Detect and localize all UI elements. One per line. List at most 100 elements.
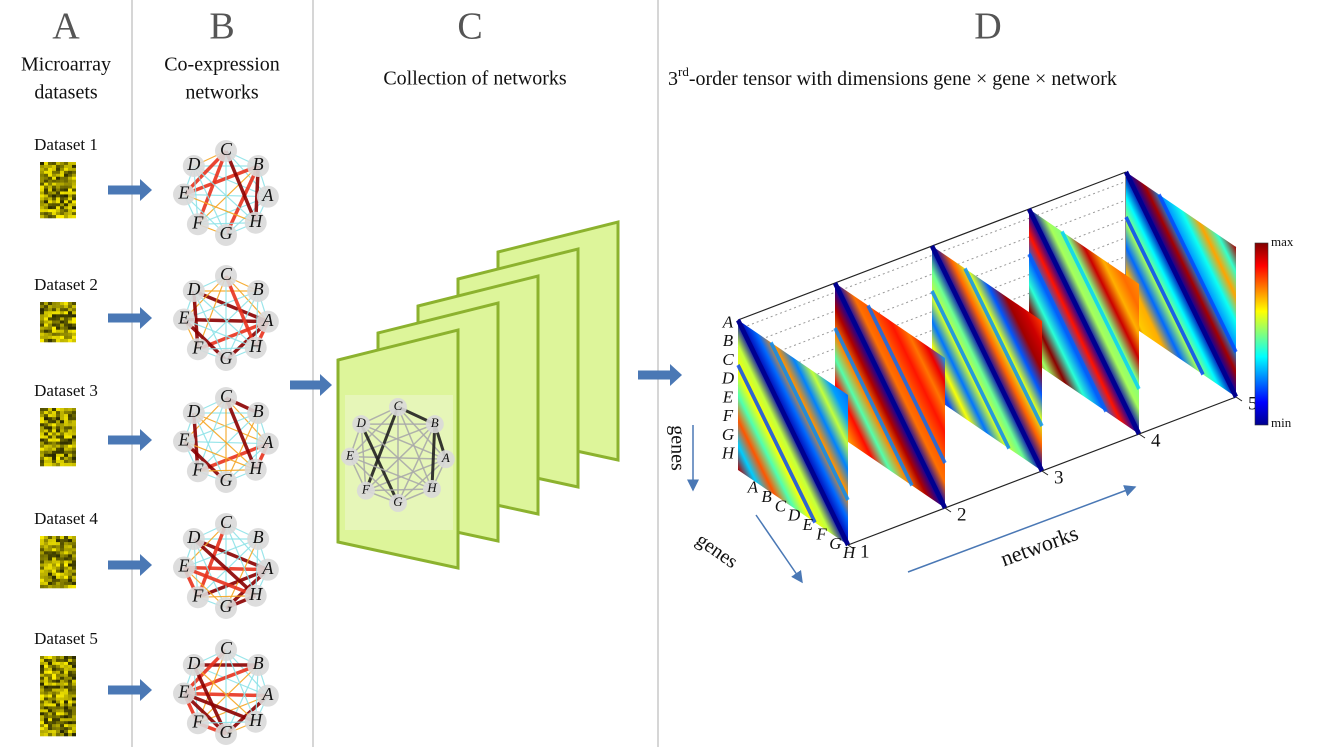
colorbar: [1255, 243, 1268, 425]
heatmap-cell: [72, 730, 76, 733]
heatmap-cell: [64, 165, 68, 168]
heatmap-cell: [48, 177, 52, 180]
heatmap-cell: [68, 573, 72, 576]
heatmap-cell: [68, 692, 72, 695]
heatmap-cell: [64, 733, 68, 736]
heatmap-cell: [44, 548, 48, 551]
heatmap-cell: [60, 209, 64, 212]
heatmap-cell: [40, 186, 44, 189]
node-label: B: [253, 527, 264, 547]
heatmap-cell: [60, 557, 64, 560]
heatmap-cell: [40, 435, 44, 438]
node-label: C: [220, 512, 233, 532]
heatmap-cell: [60, 697, 64, 700]
heatmap-cell: [52, 317, 56, 320]
heatmap-cell: [68, 689, 72, 692]
heatmap-cell: [48, 411, 52, 414]
tick: [1139, 434, 1145, 438]
heatmap-cell: [44, 333, 48, 336]
heatmap-cell: [72, 463, 76, 466]
heatmap-cell: [56, 168, 60, 171]
heatmap-cell: [56, 165, 60, 168]
heatmap-cell: [52, 165, 56, 168]
heatmap-cell: [52, 674, 56, 677]
heatmap-cell: [40, 659, 44, 662]
heatmap-cell: [68, 445, 72, 448]
heatmap-cell: [72, 662, 76, 665]
heatmap-cell: [72, 317, 76, 320]
heatmap-cell: [72, 320, 76, 323]
heatmap-cell: [64, 194, 68, 197]
heatmap-cell: [52, 411, 56, 414]
heatmap-cell: [40, 426, 44, 429]
heatmap-cell: [60, 451, 64, 454]
arrow-head: [320, 374, 332, 396]
heatmap-cell: [52, 302, 56, 305]
heatmap-cell: [48, 442, 52, 445]
heatmap-cell: [64, 680, 68, 683]
heatmap-cell: [44, 460, 48, 463]
heatmap-cell: [60, 665, 64, 668]
heatmap-cell: [48, 582, 52, 585]
gene-label: B: [761, 487, 772, 506]
heatmap-cell: [56, 429, 60, 432]
heatmap-cell: [60, 186, 64, 189]
heatmap-cell: [52, 212, 56, 215]
node-label: H: [248, 584, 263, 604]
heatmap-cell: [72, 680, 76, 683]
heatmap-cell: [44, 423, 48, 426]
heatmap-cell: [48, 435, 52, 438]
heatmap-cell: [44, 579, 48, 582]
heatmap-cell: [64, 557, 68, 560]
heatmap-cell: [40, 680, 44, 683]
heatmap-cell: [64, 442, 68, 445]
heatmap-cell: [40, 417, 44, 420]
node-label: H: [248, 211, 263, 231]
heatmap-cell: [48, 197, 52, 200]
dataset-label: Dataset 2: [34, 275, 98, 294]
heatmap-cell: [72, 324, 76, 327]
heatmap-cell: [60, 212, 64, 215]
heatmap-cell: [64, 197, 68, 200]
heatmap-cell: [44, 180, 48, 183]
heatmap-cell: [48, 665, 52, 668]
heatmap-cell: [72, 551, 76, 554]
heatmap-cell: [64, 429, 68, 432]
heatmap-cell: [48, 718, 52, 721]
heatmap-cell: [68, 570, 72, 573]
heatmap-cell: [60, 408, 64, 411]
heatmap-cell: [72, 336, 76, 339]
heatmap-cell: [72, 697, 76, 700]
heatmap-cell: [44, 165, 48, 168]
heatmap-cell: [56, 680, 60, 683]
panel-letter: C: [457, 6, 482, 48]
heatmap-cell: [52, 215, 56, 218]
node-label: F: [191, 212, 204, 232]
heatmap-cell: [52, 451, 56, 454]
drawing: Dataset 1Dataset 2Dataset 3Dataset 4Data…: [34, 135, 1294, 745]
heatmap-cell: [72, 330, 76, 333]
gene-label: H: [842, 543, 857, 562]
arrow-head: [140, 307, 152, 329]
heatmap-cell: [40, 733, 44, 736]
heatmap-cell: [56, 215, 60, 218]
heatmap-cell: [40, 557, 44, 560]
heatmap-cell: [56, 545, 60, 548]
heatmap-cell: [68, 671, 72, 674]
heatmap-cell: [68, 305, 72, 308]
heatmap-cell: [56, 305, 60, 308]
heatmap-cell: [56, 551, 60, 554]
node-label: E: [178, 183, 190, 203]
axis-label: genes: [666, 425, 688, 471]
heatmap-cell: [68, 706, 72, 709]
heatmap-cell: [64, 662, 68, 665]
heatmap-cell: [56, 180, 60, 183]
node-label: E: [178, 308, 190, 328]
heatmap-cell: [52, 186, 56, 189]
heatmap-cell: [60, 200, 64, 203]
heatmap-cell: [44, 432, 48, 435]
heatmap-cell: [48, 560, 52, 563]
heatmap-cell: [60, 454, 64, 457]
heatmap-cell: [68, 308, 72, 311]
heatmap-cell: [44, 429, 48, 432]
